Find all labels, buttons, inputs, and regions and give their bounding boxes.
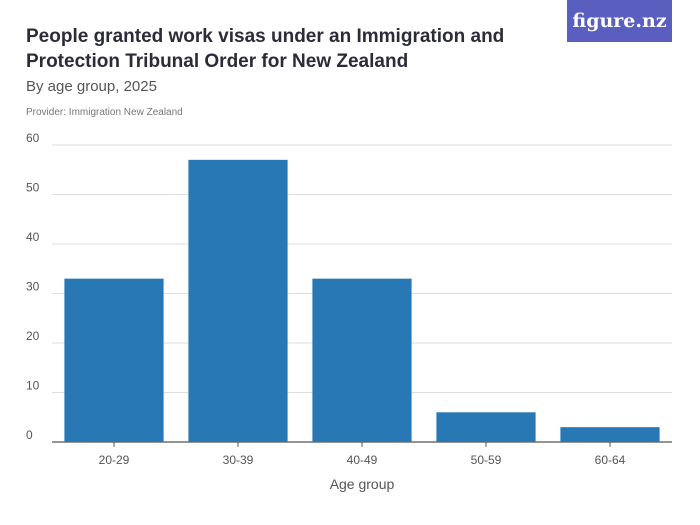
bar-20-29[interactable] <box>64 278 164 442</box>
y-axis-ticks: 0 10 20 30 40 50 60 <box>26 131 40 442</box>
bar-40-49[interactable] <box>312 278 412 442</box>
bars <box>64 159 660 442</box>
y-tick-label: 20 <box>26 329 40 343</box>
y-tick-label: 0 <box>26 428 33 442</box>
bar-60-64[interactable] <box>560 427 660 442</box>
x-axis-ticks: 20-29 30-39 40-49 50-59 60-64 <box>99 442 626 467</box>
y-tick-label: 10 <box>26 379 40 393</box>
chart-title: People granted work visas under an Immig… <box>26 26 505 72</box>
x-tick-label: 20-29 <box>99 453 130 467</box>
y-tick-label: 50 <box>26 181 40 195</box>
x-tick-label: 60-64 <box>595 453 626 467</box>
y-tick-label: 60 <box>26 131 40 145</box>
chart-subtitle: By age group, 2025 <box>26 78 157 95</box>
x-tick-label: 40-49 <box>347 453 378 467</box>
bar-50-59[interactable] <box>436 412 536 442</box>
figure-nz-logo[interactable]: figure.nz <box>567 0 672 42</box>
x-tick-label: 30-39 <box>223 453 254 467</box>
bar-30-39[interactable] <box>188 159 288 442</box>
x-tick-label: 50-59 <box>471 453 502 467</box>
y-tick-label: 30 <box>26 280 40 294</box>
data-provider: Provider: Immigration New Zealand <box>26 107 183 118</box>
y-tick-label: 40 <box>26 230 40 244</box>
x-axis-title: Age group <box>330 476 395 492</box>
